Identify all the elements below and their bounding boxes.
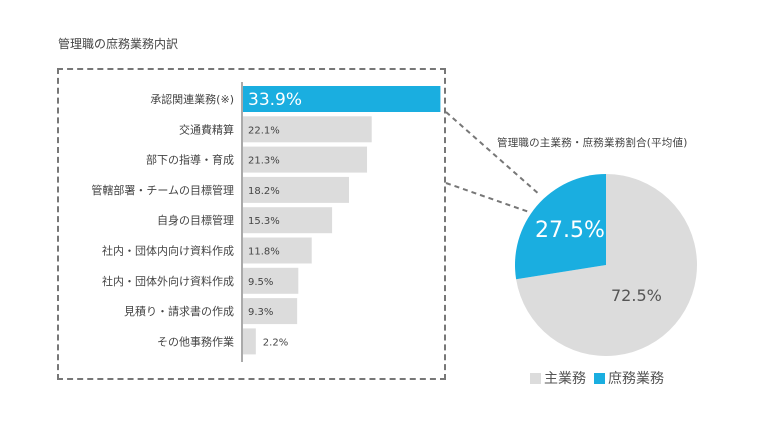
legend-label-main: 主業務: [544, 371, 586, 387]
bar-2: [243, 146, 368, 173]
bar-value-label-4: 15.3%: [248, 216, 280, 227]
bar-1: [243, 116, 372, 143]
bar-value-label-5: 11.8%: [248, 247, 280, 258]
bar-value-label-7: 9.3%: [248, 307, 273, 318]
bar-category-label-1: 交通費精算: [179, 122, 234, 136]
bar-8: [243, 328, 256, 355]
legend-label-misc: 庶務業務: [608, 371, 664, 387]
bar-value-label-6: 9.5%: [248, 277, 273, 288]
connector-top: [445, 111, 541, 196]
bar-chart-frame: [57, 68, 446, 380]
bar-value-label-0: 33.9%: [248, 90, 302, 110]
bar-6: [243, 267, 299, 294]
legend-item-misc: 庶務業務: [594, 368, 664, 388]
bar-value-label-8: 2.2%: [263, 337, 288, 348]
pie-slice-misc: [515, 174, 606, 280]
bar-0: [243, 86, 441, 112]
bar-category-label-7: 見積り・請求書の作成: [124, 304, 234, 318]
legend-swatch-misc: [594, 372, 605, 384]
bar-5: [243, 237, 312, 264]
connector-bottom: [445, 182, 530, 213]
bar-category-label-8: その他事務作業: [157, 334, 234, 348]
bar-4: [243, 207, 333, 234]
bar-value-label-3: 18.2%: [248, 186, 280, 197]
bar-category-label-4: 自身の目標管理: [157, 213, 234, 227]
pie-chart-title: 管理職の主業務・庶務業務割合(平均値): [497, 137, 688, 149]
legend-item-main: 主業務: [530, 368, 586, 388]
bar-chart-title: 管理職の庶務業務内訳: [58, 37, 179, 51]
bar-category-label-5: 社内・団体内向け資料作成: [102, 244, 234, 258]
bar-7: [243, 298, 298, 325]
bar-category-label-2: 部下の指導・育成: [146, 153, 234, 167]
bar-value-label-1: 22.1%: [248, 125, 280, 136]
pie-slice-main: [516, 174, 698, 356]
legend-swatch-main: [530, 372, 541, 384]
pie-label-main: 72.5%: [611, 286, 662, 305]
bar-category-label-3: 管轄部署・チームの目標管理: [91, 183, 234, 197]
bar-value-label-2: 21.3%: [248, 156, 280, 167]
bar-3: [243, 176, 349, 203]
pie-label-misc: 27.5%: [535, 218, 605, 243]
bar-category-label-6: 社内・団体外向け資料作成: [102, 274, 234, 288]
pie-legend: 主業務 庶務業務: [530, 368, 672, 388]
bar-category-label-0: 承認関連業務(※): [150, 92, 234, 106]
